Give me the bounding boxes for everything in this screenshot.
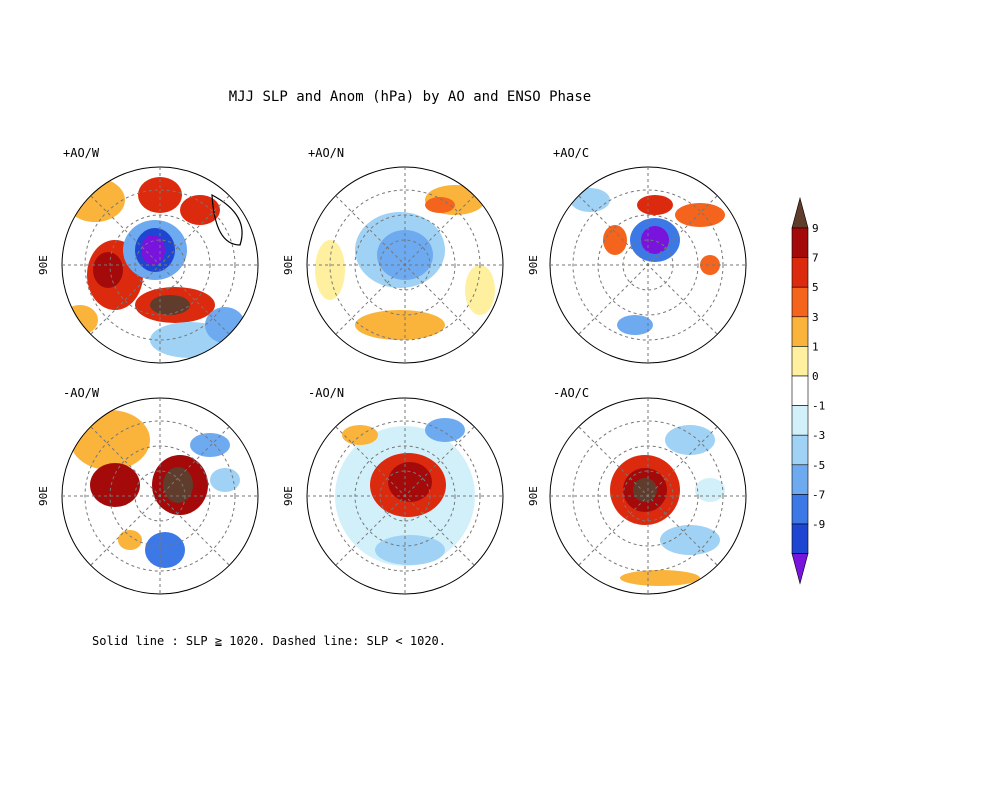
panel-label: -AO/W bbox=[63, 386, 100, 400]
panel-label: -AO/N bbox=[308, 386, 344, 400]
colorbar-segment bbox=[791, 494, 809, 525]
panel-label: +AO/N bbox=[308, 146, 344, 160]
panel-label: -AO/C bbox=[553, 386, 589, 400]
graticule bbox=[550, 167, 746, 363]
longitude-label: 90E bbox=[37, 255, 50, 275]
longitude-label: 90E bbox=[527, 255, 540, 275]
colorbar-tick-label: 5 bbox=[812, 281, 819, 294]
panel-ao-pos-w: +AO/W 90E bbox=[37, 146, 259, 364]
colorbar-segment bbox=[791, 523, 809, 554]
graticule bbox=[307, 167, 503, 363]
panel-ao-pos-n: +AO/N 90E bbox=[282, 146, 504, 364]
colorbar-segment bbox=[791, 464, 809, 495]
longitude-label: 90E bbox=[527, 486, 540, 506]
colorbar-tick-label: 7 bbox=[812, 252, 819, 265]
longitude-label: 90E bbox=[282, 486, 295, 506]
longitude-label: 90E bbox=[37, 486, 50, 506]
colorbar-segment bbox=[791, 434, 809, 466]
colorbar-tick-label: -1 bbox=[812, 400, 825, 413]
graticule bbox=[62, 398, 258, 594]
colorbar-segment bbox=[791, 227, 809, 258]
colorbar-tick-label: 3 bbox=[812, 311, 819, 324]
panel-ao-neg-w: -AO/W 90E bbox=[37, 386, 259, 595]
graticule bbox=[550, 398, 746, 594]
longitude-label: 90E bbox=[282, 255, 295, 275]
colorbar-segment bbox=[791, 286, 809, 318]
panel-ao-pos-c: +AO/C 90E bbox=[527, 146, 747, 364]
colorbar-tick-label: 9 bbox=[812, 222, 819, 235]
colorbar-segment bbox=[791, 346, 809, 377]
colorbar-tick-label: 0 bbox=[812, 370, 819, 383]
graticule bbox=[62, 167, 258, 363]
colorbar-segment bbox=[791, 316, 809, 347]
colorbar-segment bbox=[791, 553, 809, 585]
panel-ao-neg-n: -AO/N 90E bbox=[282, 386, 504, 595]
colorbar-segment bbox=[791, 196, 809, 229]
footnote: Solid line : SLP ≧ 1020. Dashed line: SL… bbox=[92, 634, 446, 648]
colorbar-tick-label: -7 bbox=[812, 488, 825, 501]
colorbar-segment bbox=[791, 405, 809, 436]
panel-label: +AO/C bbox=[553, 146, 589, 160]
colorbar-tick-label: -5 bbox=[812, 459, 825, 472]
colorbar-tick-label: -9 bbox=[812, 518, 825, 531]
panel-ao-neg-c: -AO/C 90E bbox=[527, 386, 747, 595]
colorbar-segment bbox=[791, 375, 809, 406]
figure-title: MJJ SLP and Anom (hPa) by AO and ENSO Ph… bbox=[229, 89, 591, 105]
colorbar-tick-label: 1 bbox=[812, 340, 819, 353]
panel-label: +AO/W bbox=[63, 146, 100, 160]
colorbar-tick-label: -3 bbox=[812, 429, 825, 442]
graticule bbox=[307, 398, 503, 594]
colorbar-segment bbox=[791, 257, 809, 288]
colorbar: 9 7 5 3 1 0 -1 -3 -5 -7 -9 bbox=[791, 196, 825, 585]
